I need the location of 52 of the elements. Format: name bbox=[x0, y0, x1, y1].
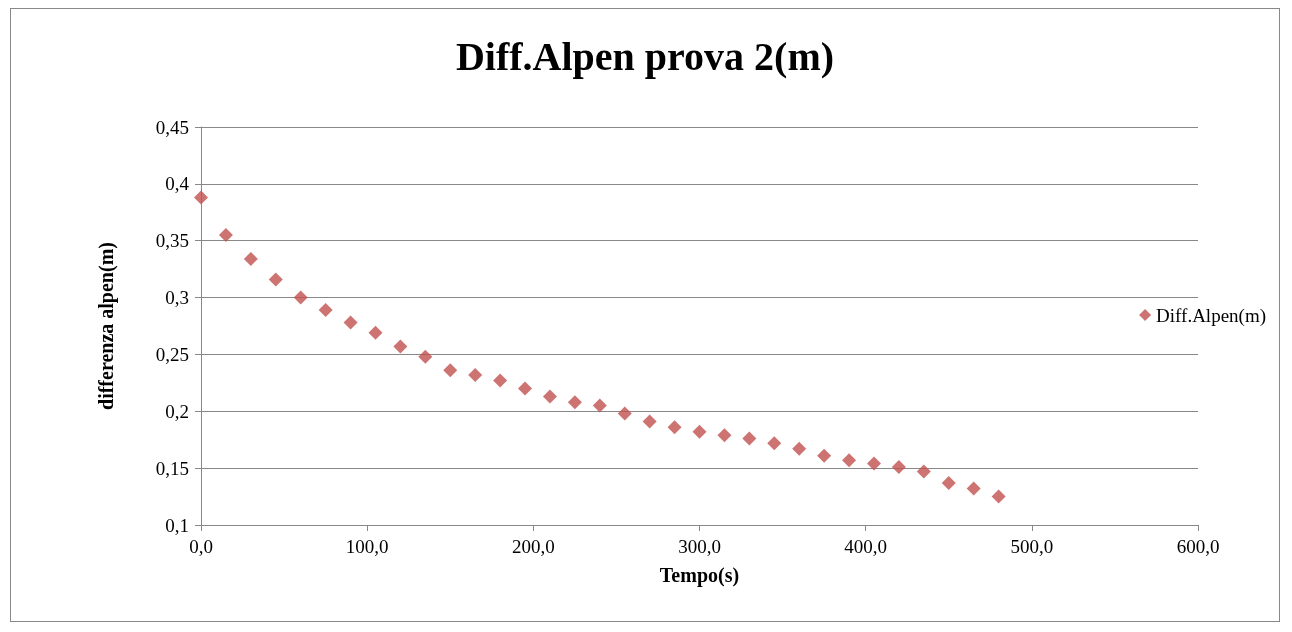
x-tick-label: 500,0 bbox=[1010, 536, 1054, 557]
point bbox=[767, 436, 782, 451]
x-tick-label: 0,0 bbox=[189, 536, 213, 557]
chart-title: Diff.Alpen prova 2(m) bbox=[455, 33, 835, 79]
y-axis-title: differenza alpen(m) bbox=[95, 242, 118, 410]
x-tick-label: 300,0 bbox=[678, 536, 721, 557]
point bbox=[368, 325, 383, 340]
y-tick-label: 0,3 bbox=[165, 287, 189, 309]
point bbox=[991, 489, 1006, 504]
point bbox=[742, 431, 757, 446]
point bbox=[468, 367, 483, 382]
point bbox=[692, 424, 707, 439]
point bbox=[218, 228, 233, 243]
x-tick-label: 100,0 bbox=[345, 536, 389, 557]
point bbox=[842, 453, 857, 468]
point bbox=[592, 398, 607, 413]
point bbox=[966, 481, 981, 496]
x-tick-label: 600,0 bbox=[1176, 536, 1220, 557]
point bbox=[792, 441, 807, 456]
point bbox=[443, 363, 458, 378]
point bbox=[617, 406, 632, 421]
point bbox=[243, 251, 258, 266]
point bbox=[318, 303, 333, 318]
x-axis-title: Tempo(s) bbox=[659, 564, 740, 587]
point bbox=[916, 464, 931, 479]
y-tick-label: 0,15 bbox=[155, 457, 189, 479]
point bbox=[891, 460, 906, 475]
point bbox=[642, 414, 657, 429]
y-tick-label: 0,25 bbox=[155, 343, 189, 365]
point bbox=[418, 349, 433, 364]
point bbox=[567, 395, 582, 410]
point bbox=[393, 339, 408, 354]
point bbox=[941, 475, 956, 490]
y-tick-label: 0,2 bbox=[165, 400, 189, 422]
y-tick-label: 0,35 bbox=[155, 230, 189, 252]
point bbox=[667, 420, 682, 435]
point bbox=[542, 389, 557, 404]
y-tick-label: 0,4 bbox=[165, 173, 190, 195]
y-tick-label: 0,45 bbox=[155, 116, 189, 138]
x-tick-label: 200,0 bbox=[511, 536, 555, 557]
point bbox=[343, 315, 358, 330]
point bbox=[194, 190, 208, 205]
point bbox=[817, 448, 832, 463]
y-tick-label: 0,1 bbox=[165, 514, 189, 536]
x-tick-label: 400,0 bbox=[844, 536, 888, 557]
point bbox=[717, 428, 732, 443]
point bbox=[268, 272, 283, 287]
point bbox=[866, 456, 881, 471]
point bbox=[493, 373, 508, 388]
point bbox=[518, 381, 533, 396]
point bbox=[293, 290, 308, 305]
legend-label: Diff.Alpen(m) bbox=[1156, 304, 1267, 327]
